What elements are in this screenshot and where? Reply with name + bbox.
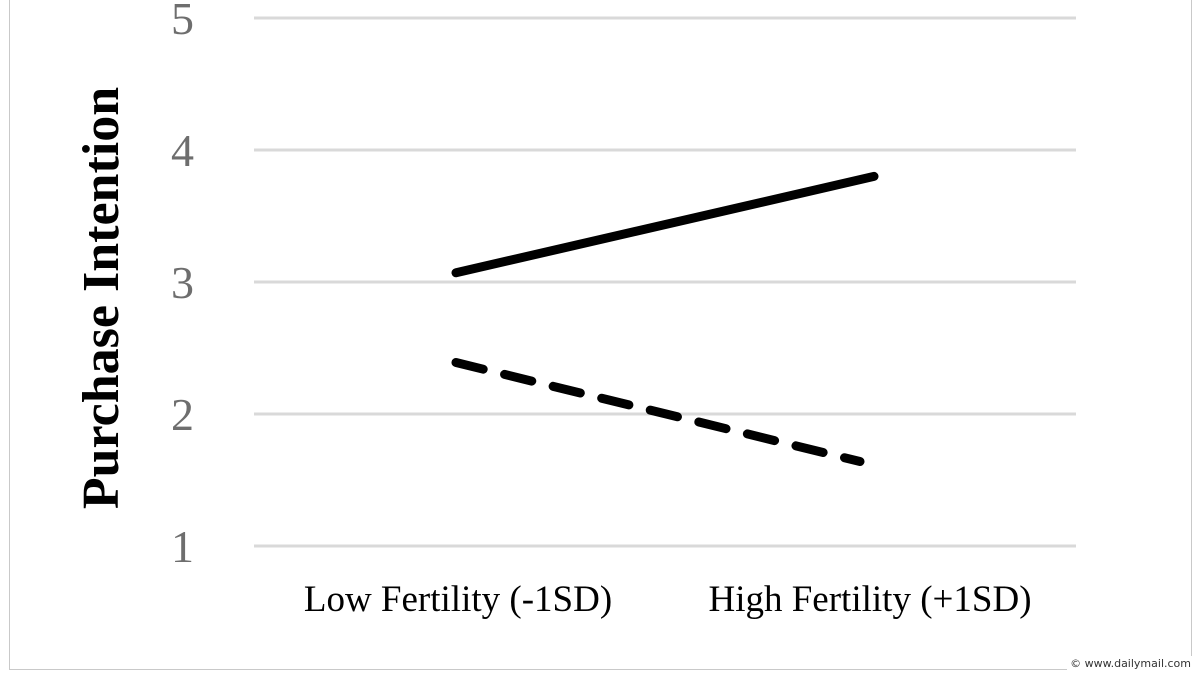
y-tick-label: 2	[171, 389, 194, 440]
y-tick-label: 1	[171, 521, 194, 572]
y-tick-label: 4	[171, 125, 194, 176]
series-lines	[451, 171, 879, 467]
y-tick-label: 5	[171, 0, 194, 44]
y-tick-labels: 1 2 3 4 5	[171, 0, 194, 572]
y-tick-label: 3	[171, 257, 194, 308]
chart-frame	[9, 0, 1192, 670]
watermark: © www.dailymail.com	[1067, 656, 1194, 671]
series-line-solid	[451, 171, 879, 278]
x-category-labels: Low Fertility (-1SD) High Fertility (+1SD…	[304, 579, 1032, 620]
y-axis-label: Purchase Intention	[73, 87, 130, 509]
gridlines	[254, 16, 1076, 548]
series-line-dashed	[451, 358, 865, 467]
x-category-label: High Fertility (+1SD)	[708, 579, 1031, 620]
x-category-label: Low Fertility (-1SD)	[304, 579, 612, 620]
